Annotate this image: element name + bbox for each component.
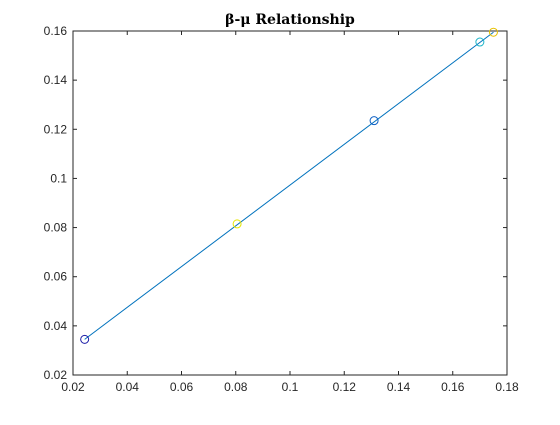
plot-area: 0.02 0.04 0.06 0.08 0.1 0.12 0.14 0.16 0.18 0.02 0…	[44, 24, 519, 394]
y-tick-label: 0.1	[50, 171, 67, 185]
x-tick-label: 0.08	[224, 380, 248, 394]
x-tick-label: 0.1	[282, 380, 299, 394]
x-tick-label: 0.14	[387, 380, 411, 394]
chart-title: β-μ Relationship	[225, 12, 355, 28]
x-tick-label: 0.18	[495, 380, 519, 394]
y-tick-label: 0.04	[44, 319, 68, 333]
data-point-marker	[369, 116, 379, 126]
y-tick-label: 0.16	[44, 24, 68, 38]
x-tick-label: 0.12	[333, 380, 357, 394]
data-point-marker	[232, 219, 242, 229]
x-tick-label: 0.04	[116, 380, 140, 394]
y-tick-label: 0.14	[44, 73, 68, 87]
data-point-marker	[488, 27, 498, 37]
y-tick-label: 0.12	[44, 122, 68, 136]
y-tick-label: 0.02	[44, 368, 68, 382]
data-point-marker	[80, 334, 90, 344]
data-point-marker	[475, 37, 485, 47]
x-tick-label: 0.06	[170, 380, 194, 394]
x-tick-label: 0.16	[441, 380, 465, 394]
x-tick-label: 0.02	[61, 380, 85, 394]
y-tick-label: 0.06	[44, 270, 68, 284]
y-tick-label: 0.08	[44, 221, 68, 235]
series-line	[84, 31, 494, 340]
